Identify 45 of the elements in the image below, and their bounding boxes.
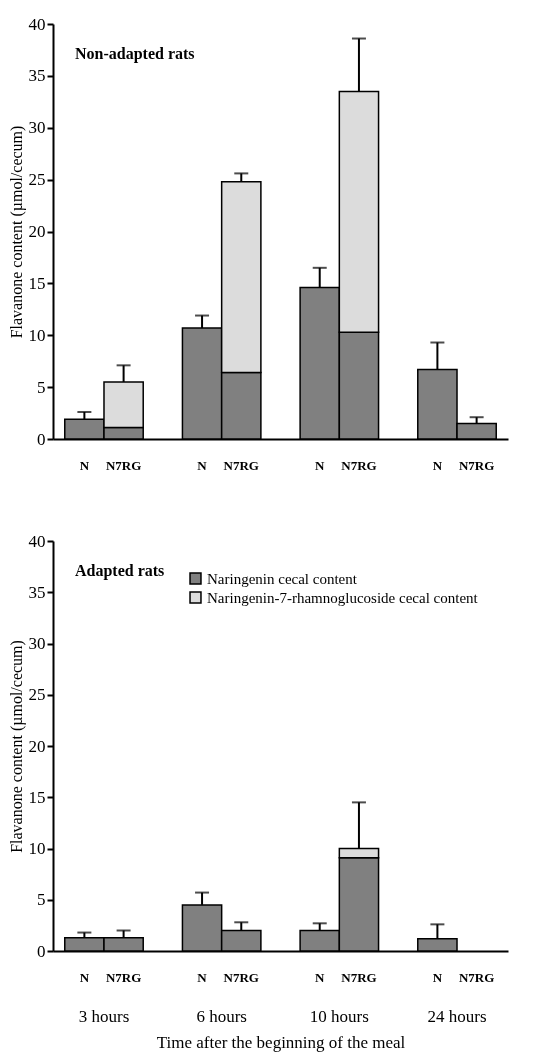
x-tick-label: N	[79, 457, 90, 473]
x-tick-label: N	[432, 969, 443, 985]
text: 6 hours	[196, 1007, 247, 1026]
y-tick-label: 15	[28, 273, 46, 293]
y-tick-label: 15	[28, 787, 46, 807]
x-tick-label: N	[432, 457, 443, 473]
x-tick-label: N7RG	[341, 969, 377, 985]
y-tick-label: 10	[28, 839, 46, 858]
legend-label: Naringenin-7-rhamnoglucoside cecal content	[207, 589, 479, 606]
x-tick-label: N	[197, 969, 208, 985]
x-tick-label: N7RG	[341, 457, 377, 473]
x-tick-label: N7RG	[105, 457, 142, 473]
text: Adapted rats	[75, 562, 165, 580]
y-tick-label: 35	[28, 582, 46, 602]
y-axis-title: Flavanone content (µmol/cecum)	[7, 125, 26, 339]
y-tick-label: 35	[28, 66, 46, 86]
y-tick-label: 20	[28, 222, 46, 241]
x-axis-title: Time after the beginning of the meal	[156, 1032, 406, 1052]
y-tick-label: 0	[37, 941, 46, 961]
x-tick-label: N	[315, 457, 326, 473]
text: 24 hours	[427, 1007, 487, 1026]
x-tick-label: N7RG	[223, 457, 259, 473]
y-tick-label: 5	[37, 377, 46, 397]
x-tick-label: N7RG	[458, 457, 495, 473]
y-axis-title: Flavanone content (µmol/cecum)	[7, 640, 26, 853]
x-tick-label: N7RG	[458, 969, 495, 985]
x-tick-label: N7RG	[105, 969, 142, 985]
x-tick-label: N	[315, 969, 326, 985]
x-tick-label: N	[79, 969, 90, 985]
y-tick-label: 40	[28, 14, 46, 34]
text: 10 hours	[309, 1007, 369, 1026]
y-tick-label: 0	[37, 429, 46, 449]
x-tick-label: N7RG	[223, 969, 259, 985]
legend-label: Naringenin cecal content	[207, 570, 358, 587]
text: 3 hours	[78, 1007, 130, 1026]
y-tick-label: 40	[28, 531, 46, 551]
x-tick-label: N	[197, 457, 208, 473]
y-tick-label: 5	[37, 890, 46, 910]
text: Non-adapted rats	[75, 45, 195, 63]
y-tick-label: 25	[28, 685, 46, 705]
y-tick-label: 30	[28, 118, 46, 138]
y-tick-label: 10	[28, 325, 46, 345]
y-tick-label: 20	[28, 736, 46, 756]
y-tick-label: 25	[28, 170, 46, 190]
y-tick-label: 30	[28, 634, 46, 653]
